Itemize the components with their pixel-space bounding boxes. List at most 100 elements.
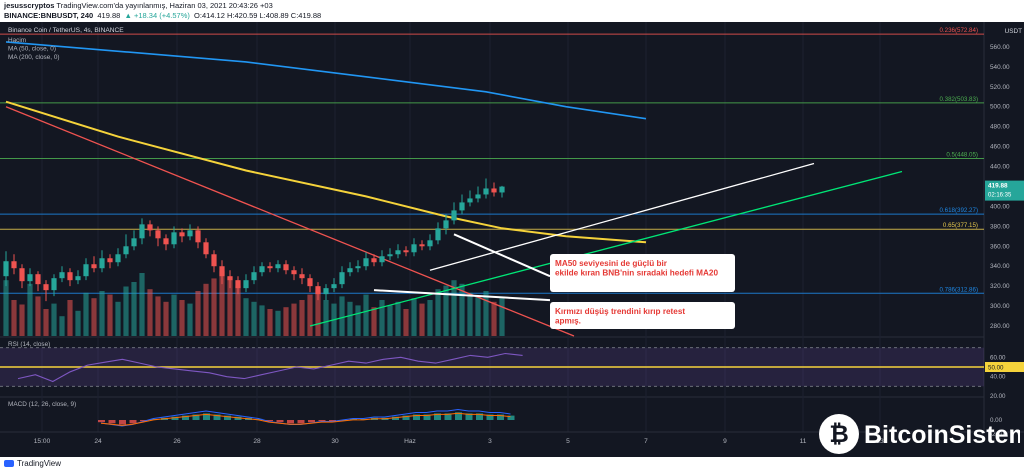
volume-bar — [379, 300, 385, 336]
volume-bar — [3, 280, 9, 336]
annotation-text: ekilde kıran BNB'nin sıradaki hedefi MA2… — [555, 269, 718, 278]
rsi-tick-label: 40.00 — [990, 374, 1006, 381]
candle-body — [27, 274, 33, 282]
last-price-tag — [985, 180, 1024, 201]
volume-bar — [43, 309, 49, 336]
candle-body — [51, 278, 57, 291]
candle-body — [219, 266, 225, 277]
annotation-downtrend: Kırmızı düşüş trendini kırıp retest apmı… — [550, 302, 735, 329]
rsi-value-label: 50.00 — [988, 365, 1004, 372]
author-name[interactable]: jesusscryptos — [4, 1, 55, 10]
candle-body — [467, 198, 473, 203]
price-tick-label: 460.00 — [990, 144, 1010, 151]
macd-histogram-bar — [119, 420, 126, 425]
candle-body — [387, 254, 393, 257]
candle-body — [315, 286, 321, 295]
price-tick-label: 480.00 — [990, 124, 1010, 131]
header-ohlc: O:414.12 H:420.59 L:408.89 C:419.88 — [194, 11, 322, 20]
annotation-pointer-1 — [453, 233, 551, 278]
volume-bar — [67, 300, 73, 336]
volume-bar — [387, 305, 393, 336]
volume-bar — [411, 298, 417, 336]
price-tick-label: 560.00 — [990, 44, 1010, 51]
legend-entry: MA (50, close, 0) — [8, 46, 56, 53]
volume-bar — [323, 300, 329, 336]
volume-bar — [75, 310, 81, 336]
macd-histogram-bar — [224, 415, 231, 420]
macd-histogram-bar — [140, 420, 147, 422]
volume-bar — [27, 283, 33, 336]
publish-date: TradingView.com'da yayınlanmış, Haziran … — [54, 1, 273, 10]
macd-histogram-bar — [255, 418, 263, 420]
candle-body — [163, 238, 169, 245]
fib-level-label: 0.786(312.86) — [939, 286, 978, 293]
price-tick-label: 300.00 — [990, 303, 1010, 310]
volume-bar — [35, 296, 41, 336]
volume-bar — [51, 303, 57, 336]
symbol-label[interactable]: BINANCE:BNBUSDT, 240 — [4, 11, 94, 20]
chart-area[interactable]: 0.236(572.84) 0.382(503.83) 0.5(448.05) 0.6… — [0, 22, 1024, 457]
ma200-line — [5, 41, 647, 120]
volume-bar — [419, 303, 425, 336]
volume-bar — [19, 304, 25, 336]
candle-body — [499, 186, 505, 193]
volume-bar — [443, 285, 449, 336]
macd-tick-label: -20.00 — [990, 431, 1008, 438]
rsi-tick-label: 60.00 — [990, 354, 1006, 361]
volume-bar — [435, 289, 441, 336]
candle-body — [427, 240, 433, 247]
header-price: 419.88 — [97, 11, 121, 20]
candle-body — [299, 274, 305, 279]
candle-body — [483, 188, 489, 195]
macd-histogram-bar — [423, 414, 431, 420]
time-tick-label: 28 — [253, 438, 261, 445]
candle-body — [155, 230, 161, 239]
volume-bar — [219, 271, 225, 336]
candle-body — [291, 270, 297, 275]
volume-bar — [475, 296, 481, 336]
candle-body — [379, 256, 385, 263]
candle-body — [171, 232, 177, 245]
fib-level-label: 0.65(377.15) — [943, 222, 978, 229]
candle-body — [11, 261, 17, 269]
tradingview-logo[interactable]: TradingView — [4, 459, 61, 468]
candle-body — [491, 188, 497, 193]
volume-bar — [339, 296, 345, 336]
time-tick-label: 15:00 — [34, 438, 51, 445]
volume-bar — [99, 291, 105, 336]
candle-body — [331, 284, 337, 289]
candle-body — [91, 264, 97, 269]
rsi-value-tag — [985, 362, 1024, 372]
volume-bar — [355, 305, 361, 336]
candle-body — [107, 258, 113, 263]
volume-bar — [491, 301, 497, 336]
macd-histogram-bar — [507, 415, 515, 420]
candle-body — [339, 272, 345, 285]
volume-bar — [139, 273, 145, 336]
candle-body — [251, 272, 257, 281]
candle-body — [67, 272, 73, 281]
price-tick-label: 360.00 — [990, 243, 1010, 250]
macd-histogram-bar — [455, 412, 462, 420]
publish-info: jesusscryptos TradingView.com'da yayınla… — [4, 1, 273, 10]
volume-bar — [459, 283, 465, 336]
time-tick-label: 30 — [331, 438, 339, 445]
fib-level-label: 0.618(392.27) — [939, 207, 978, 214]
candle-body — [307, 278, 313, 287]
last-price-label: 419.88 — [988, 183, 1008, 190]
volume-bar — [451, 280, 457, 336]
volume-bar — [403, 309, 409, 336]
annotation-text: Kırmızı düşüş trendini kırıp retest — [555, 307, 685, 316]
candle-body — [211, 254, 217, 267]
candle-body — [3, 261, 9, 277]
volume-bar — [187, 303, 193, 336]
macd-tick-label: 0.00 — [990, 417, 1003, 424]
candle-body — [419, 244, 425, 247]
candle-body — [403, 250, 409, 253]
annotation-box[interactable] — [550, 302, 735, 329]
macd-histogram-bar — [203, 413, 210, 420]
annotation-box[interactable] — [550, 254, 735, 292]
candle-body — [371, 258, 377, 263]
fib-level-label: 0.5(448.05) — [946, 152, 978, 159]
bitcoin-glyph: ₿ — [829, 421, 849, 448]
